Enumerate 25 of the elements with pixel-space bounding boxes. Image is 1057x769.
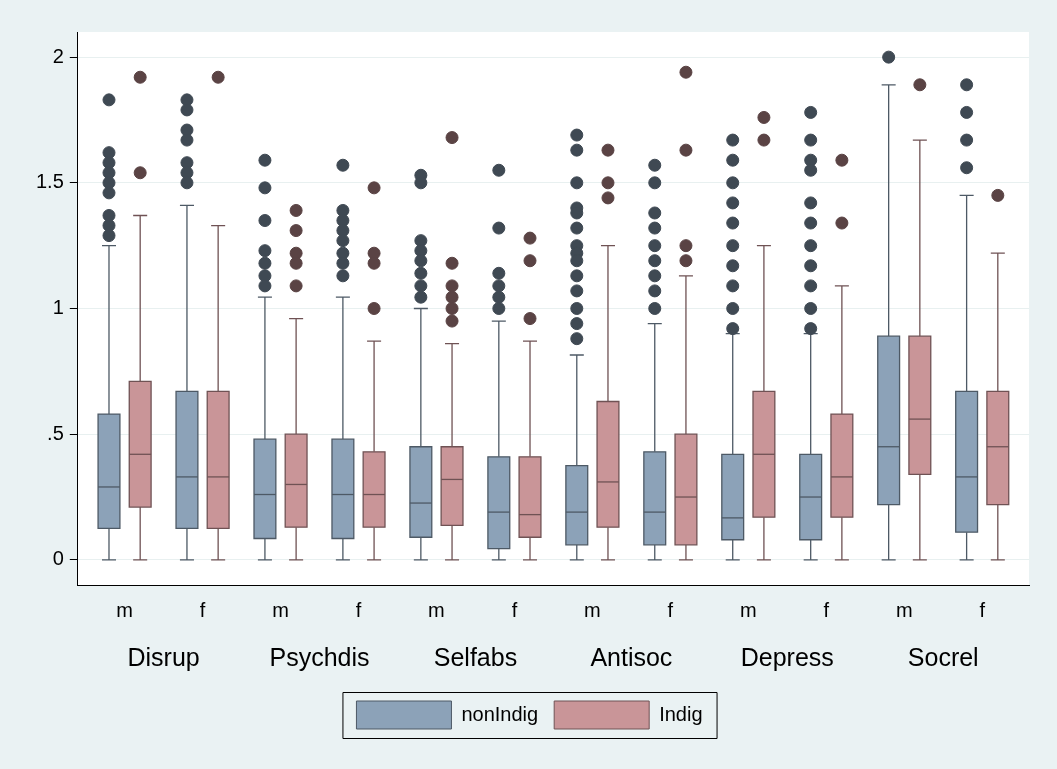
x-tick-label: m [272,598,289,621]
text: Selfabs [433,643,518,672]
text: Socrel [907,643,979,672]
text: Disrup [127,643,200,672]
x-tick-label: f [199,598,206,621]
y-tick-label: 2 [52,44,64,67]
x-tick-label: m [584,598,601,621]
y-tick-label: 1 [52,296,64,319]
x-tick-label: f [979,598,986,621]
text: Depress [740,643,834,672]
x-tick-label: m [739,598,757,621]
x-tick-label: f [511,598,518,621]
x-tick-label: m [895,598,913,621]
y-tick-label: .5 [47,421,64,444]
x-tick-label: f [823,598,830,621]
x-tick-label: m [428,598,445,621]
text: Antisoc [590,643,673,672]
legend-label: Indig [659,702,703,725]
text: Psychdis [269,643,370,672]
x-tick-label: m [116,598,133,621]
x-tick-label: f [355,598,362,621]
y-tick-label: 0 [52,547,64,570]
x-tick-label: f [667,598,674,621]
legend-label: nonIndig [461,702,539,725]
y-tick-label: 1.5 [35,170,64,193]
